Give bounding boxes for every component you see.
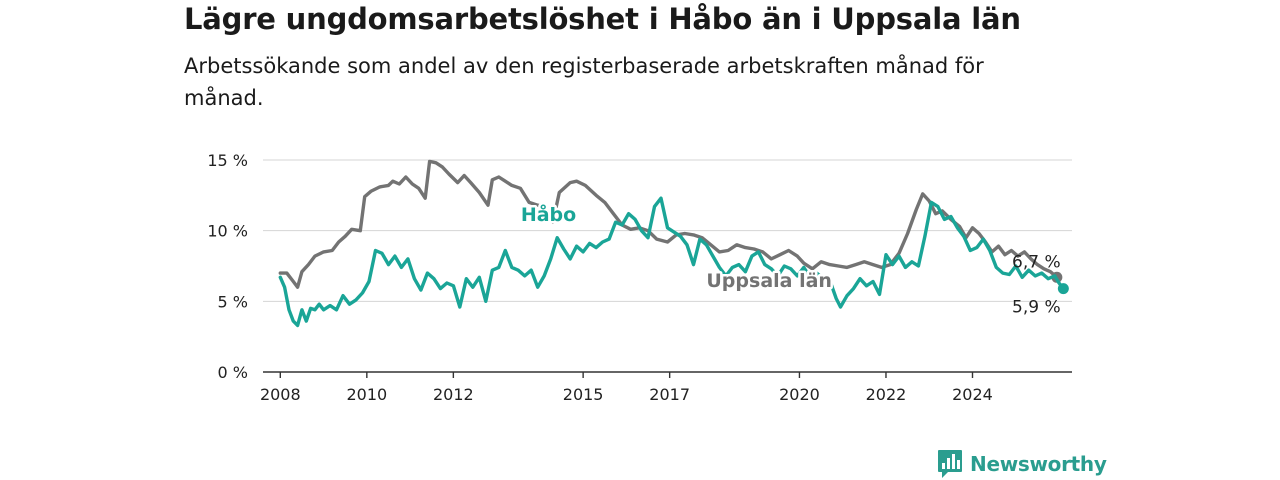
end-label-habo: 5,9 % [1012,298,1061,318]
x-tick-label: 2017 [649,385,690,404]
x-tick-label: 2022 [866,385,907,404]
x-tick-label: 2024 [952,385,993,404]
y-tick-label: 5 % [218,292,248,311]
y-tick-label: 15 % [207,151,248,170]
x-tick-label: 2015 [563,385,604,404]
y-axis-labels: 0 % 5 % 10 % 15 % [207,151,248,382]
y-tick-label: 10 % [207,222,248,241]
y-tick-label: 0 % [218,363,248,382]
series-labels: Håbo Uppsala län 6,7 % 5,9 % [518,199,1061,318]
x-tick-label: 2012 [433,385,474,404]
brand-name: Newsworthy [970,452,1107,476]
series-label-uppsala: Uppsala län [706,270,832,292]
newsworthy-logo: Newsworthy [937,449,1107,479]
chart-subtitle: Arbetssökande som andel av den registerb… [184,54,984,110]
newsworthy-logo-icon [938,450,962,478]
chart-title: Lägre ungdomsarbetslöshet i Håbo än i Up… [184,2,1021,36]
series-lines [278,159,1069,328]
x-axis-ticks: 2008 2010 2012 2015 2017 2020 2022 2024 [260,372,993,404]
x-tick-label: 2010 [346,385,387,404]
x-tick-label: 2008 [260,385,301,404]
series-line [278,196,1065,328]
series-line [278,159,1059,289]
series-end-dot [1057,283,1069,295]
x-tick-label: 2020 [779,385,820,404]
end-label-uppsala: 6,7 % [1012,252,1061,272]
series-label-habo: Håbo [521,202,576,226]
gridlines [263,159,1072,302]
